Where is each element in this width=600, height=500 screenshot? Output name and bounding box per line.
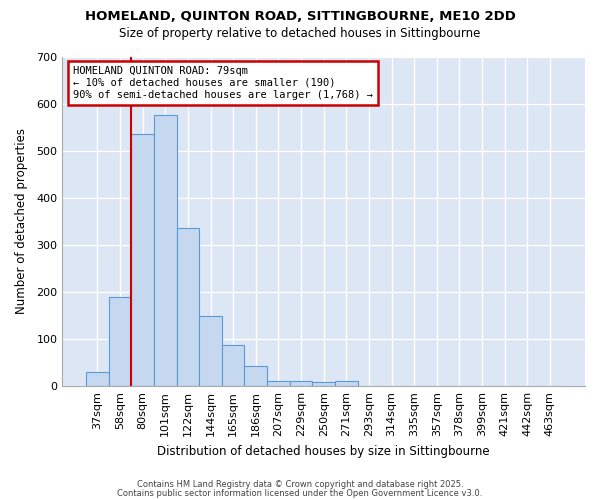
Text: Contains HM Land Registry data © Crown copyright and database right 2025.: Contains HM Land Registry data © Crown c… bbox=[137, 480, 463, 489]
Text: Contains public sector information licensed under the Open Government Licence v3: Contains public sector information licen… bbox=[118, 488, 482, 498]
Bar bbox=[290, 382, 313, 386]
X-axis label: Distribution of detached houses by size in Sittingbourne: Distribution of detached houses by size … bbox=[157, 444, 490, 458]
Bar bbox=[176, 228, 199, 386]
Bar bbox=[313, 382, 335, 386]
Bar bbox=[222, 345, 244, 386]
Bar bbox=[267, 380, 290, 386]
Bar bbox=[199, 316, 222, 386]
Text: HOMELAND QUINTON ROAD: 79sqm
← 10% of detached houses are smaller (190)
90% of s: HOMELAND QUINTON ROAD: 79sqm ← 10% of de… bbox=[73, 66, 373, 100]
Bar bbox=[244, 366, 267, 386]
Bar bbox=[131, 134, 154, 386]
Y-axis label: Number of detached properties: Number of detached properties bbox=[15, 128, 28, 314]
Text: HOMELAND, QUINTON ROAD, SITTINGBOURNE, ME10 2DD: HOMELAND, QUINTON ROAD, SITTINGBOURNE, M… bbox=[85, 10, 515, 23]
Text: Size of property relative to detached houses in Sittingbourne: Size of property relative to detached ho… bbox=[119, 28, 481, 40]
Bar bbox=[335, 382, 358, 386]
Bar bbox=[154, 116, 176, 386]
Bar bbox=[109, 296, 131, 386]
Bar bbox=[86, 372, 109, 386]
